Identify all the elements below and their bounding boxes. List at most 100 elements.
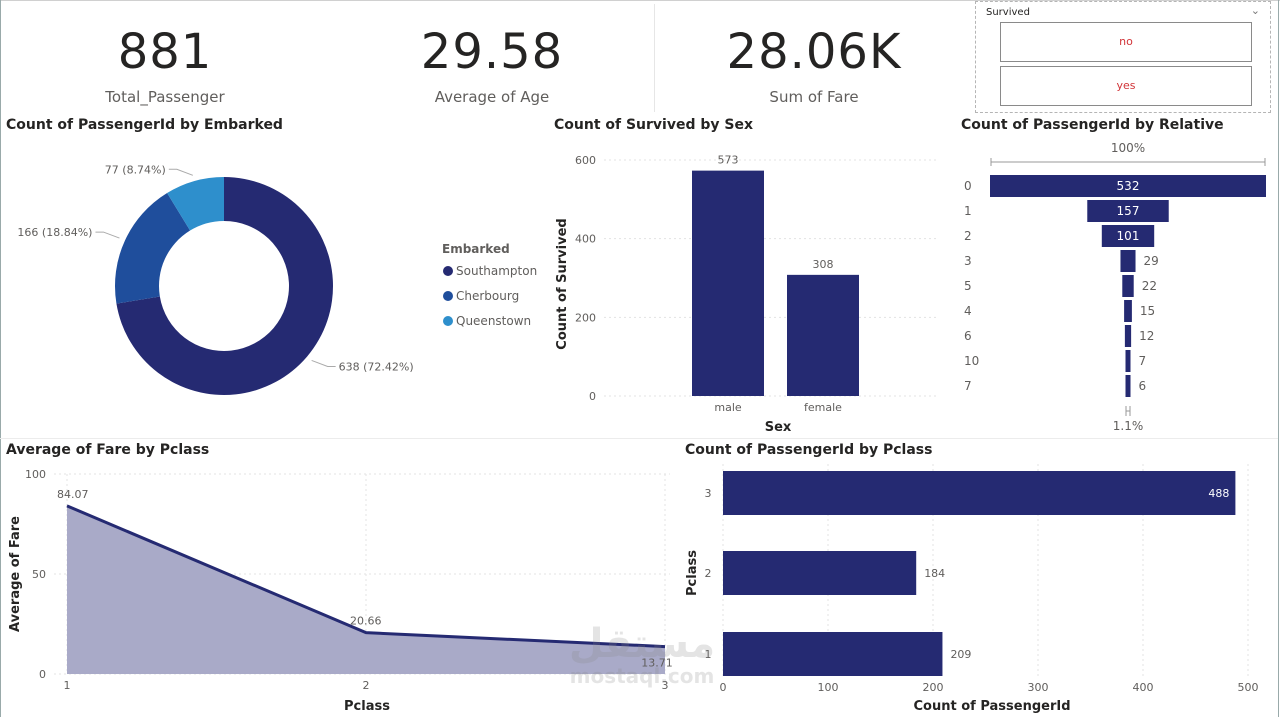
funnel-bar [1101,225,1155,247]
kpi-card-sum-fare[interactable]: 28.06K Sum of Fare [656,4,972,112]
x-axis-title: Sex [765,420,792,435]
legend-marker [443,266,453,276]
kpi-divider [654,4,655,112]
chart-title: Count of PassengerId by Pclass [685,442,933,458]
funnel-bar [1122,275,1134,297]
y-tick-label: 3 [705,487,712,500]
funnel-data-label: 22 [1142,279,1157,293]
area-line [66,504,666,649]
funnel-category: 2 [964,229,972,243]
leader-line [168,168,193,176]
funnel-category: 5 [964,279,972,293]
x-tick-label: 300 [1028,681,1049,694]
bar [723,632,943,676]
x-tick-label: 0 [720,681,727,694]
donut-slice [115,193,191,304]
funnel-data-label: 29 [1144,254,1159,268]
funnel-bar [1124,325,1132,347]
funnel-category: 10 [964,354,979,368]
slice-label: 77 (8.74%) [105,163,166,176]
y-tick-label: 2 [705,567,712,580]
donut-chart-panel[interactable]: Count of PassengerId by Embarked 638 (72… [2,114,542,436]
kpi-card-average-age[interactable]: 29.58 Average of Age [330,4,654,112]
legend-marker [443,316,453,326]
page-border-right [1278,0,1279,717]
x-tick-label: 500 [1238,681,1259,694]
y-axis-title: Average of Fare [8,516,23,632]
row-divider [0,438,1278,439]
x-tick-label: 200 [923,681,944,694]
chart-title: Count of PassengerId by Embarked [6,117,283,133]
bar [692,170,764,396]
sex-bar-chart-panel[interactable]: Count of Survived by Sex 0 200 400 600 573 ma… [548,114,952,436]
x-axis-title: Pclass [344,699,390,714]
funnel-data-label: 532 [1117,179,1140,193]
donut-slice [116,177,333,395]
x-tick-label: 100 [818,681,839,694]
x-tick-label: 400 [1133,681,1154,694]
funnel-top-label: 100% [1111,141,1145,155]
survived-slicer[interactable]: Survived ⌄ no yes [975,1,1271,113]
x-tick-label: male [714,401,742,414]
pclass-bar-chart-panel[interactable]: Count of PassengerId by Pclass 0 100 200 30… [682,440,1276,716]
y-axis-title: Pclass [685,550,700,596]
funnel-bar [1124,300,1132,322]
kpi-label: Average of Age [434,88,550,106]
legend-label: Queenstown [456,314,531,328]
funnel-bar [1120,250,1136,272]
y-tick-label: 1 [705,648,712,661]
legend-marker [443,291,453,301]
sex-bar-chart: 0 200 400 600 573 male 308 female Sex Count of Su… [555,154,938,435]
funnel-category: 0 [964,179,972,193]
x-tick-label: 2 [363,679,370,692]
funnel-data-label: 6 [1139,379,1147,393]
fare-area-chart: 0 50 100 84.07 1 20.66 2 13.71 3 Pclass Average of… [8,468,673,714]
legend-label: Southampton [456,264,537,278]
funnel-bar [1087,200,1169,222]
funnel-data-label: 15 [1140,304,1155,318]
bar [723,471,1236,515]
x-tick-label: 1 [64,679,71,692]
kpi-label: Sum of Fare [769,88,859,106]
funnel-category: 1 [964,204,972,218]
bar [787,274,859,396]
pclass-bar-chart: 0 100 200 300 400 500 3 488 2 184 1 209 Count of Pas… [685,464,1259,714]
chevron-down-icon[interactable]: ⌄ [1250,4,1260,17]
relative-funnel-panel[interactable]: Count of PassengerId by Relative 100% 0 53… [956,114,1276,436]
y-tick-label: 0 [39,668,46,681]
funnel-data-label: 101 [1117,229,1140,243]
data-label: 488 [1208,487,1229,500]
slice-label: 638 (72.42%) [339,360,414,373]
funnel-bar [1125,350,1131,372]
kpi-value: 29.58 [420,24,564,80]
y-tick-label: 100 [25,468,46,481]
slicer-option-no[interactable]: no [1000,22,1252,62]
fare-area-chart-panel[interactable]: Average of Fare by Pclass 0 50 100 84.07 1 20… [2,440,678,716]
page-border-top [0,0,1280,1]
slicer-option-yes[interactable]: yes [1000,66,1252,106]
data-label: 209 [950,648,971,661]
x-axis-title: Count of PassengerId [913,699,1070,714]
leader-line [95,231,120,239]
chart-title: Count of Survived by Sex [554,117,754,133]
data-label: 84.07 [57,488,89,501]
y-axis-title: Count of Survived [555,218,570,349]
funnel-data-label: 7 [1139,354,1147,368]
data-label: 308 [813,258,834,271]
kpi-card-total-passenger[interactable]: 881 Total_Passenger [4,4,326,112]
data-label: 13.71 [641,657,673,670]
funnel-category: 6 [964,329,972,343]
slicer-title: Survived [986,7,1030,18]
slice-label: 166 (18.84%) [17,226,92,239]
legend-title: Embarked [442,242,510,256]
funnel-category: 4 [964,304,972,318]
funnel-bar [990,175,1266,197]
leader-line [311,359,336,367]
kpi-value: 881 [117,24,213,80]
kpi-label: Total_Passenger [105,88,225,106]
funnel-data-label: 157 [1117,204,1140,218]
funnel-bar [1125,375,1131,397]
data-label: 184 [924,567,945,580]
kpi-value: 28.06K [726,24,902,80]
donut-slice [167,177,224,231]
